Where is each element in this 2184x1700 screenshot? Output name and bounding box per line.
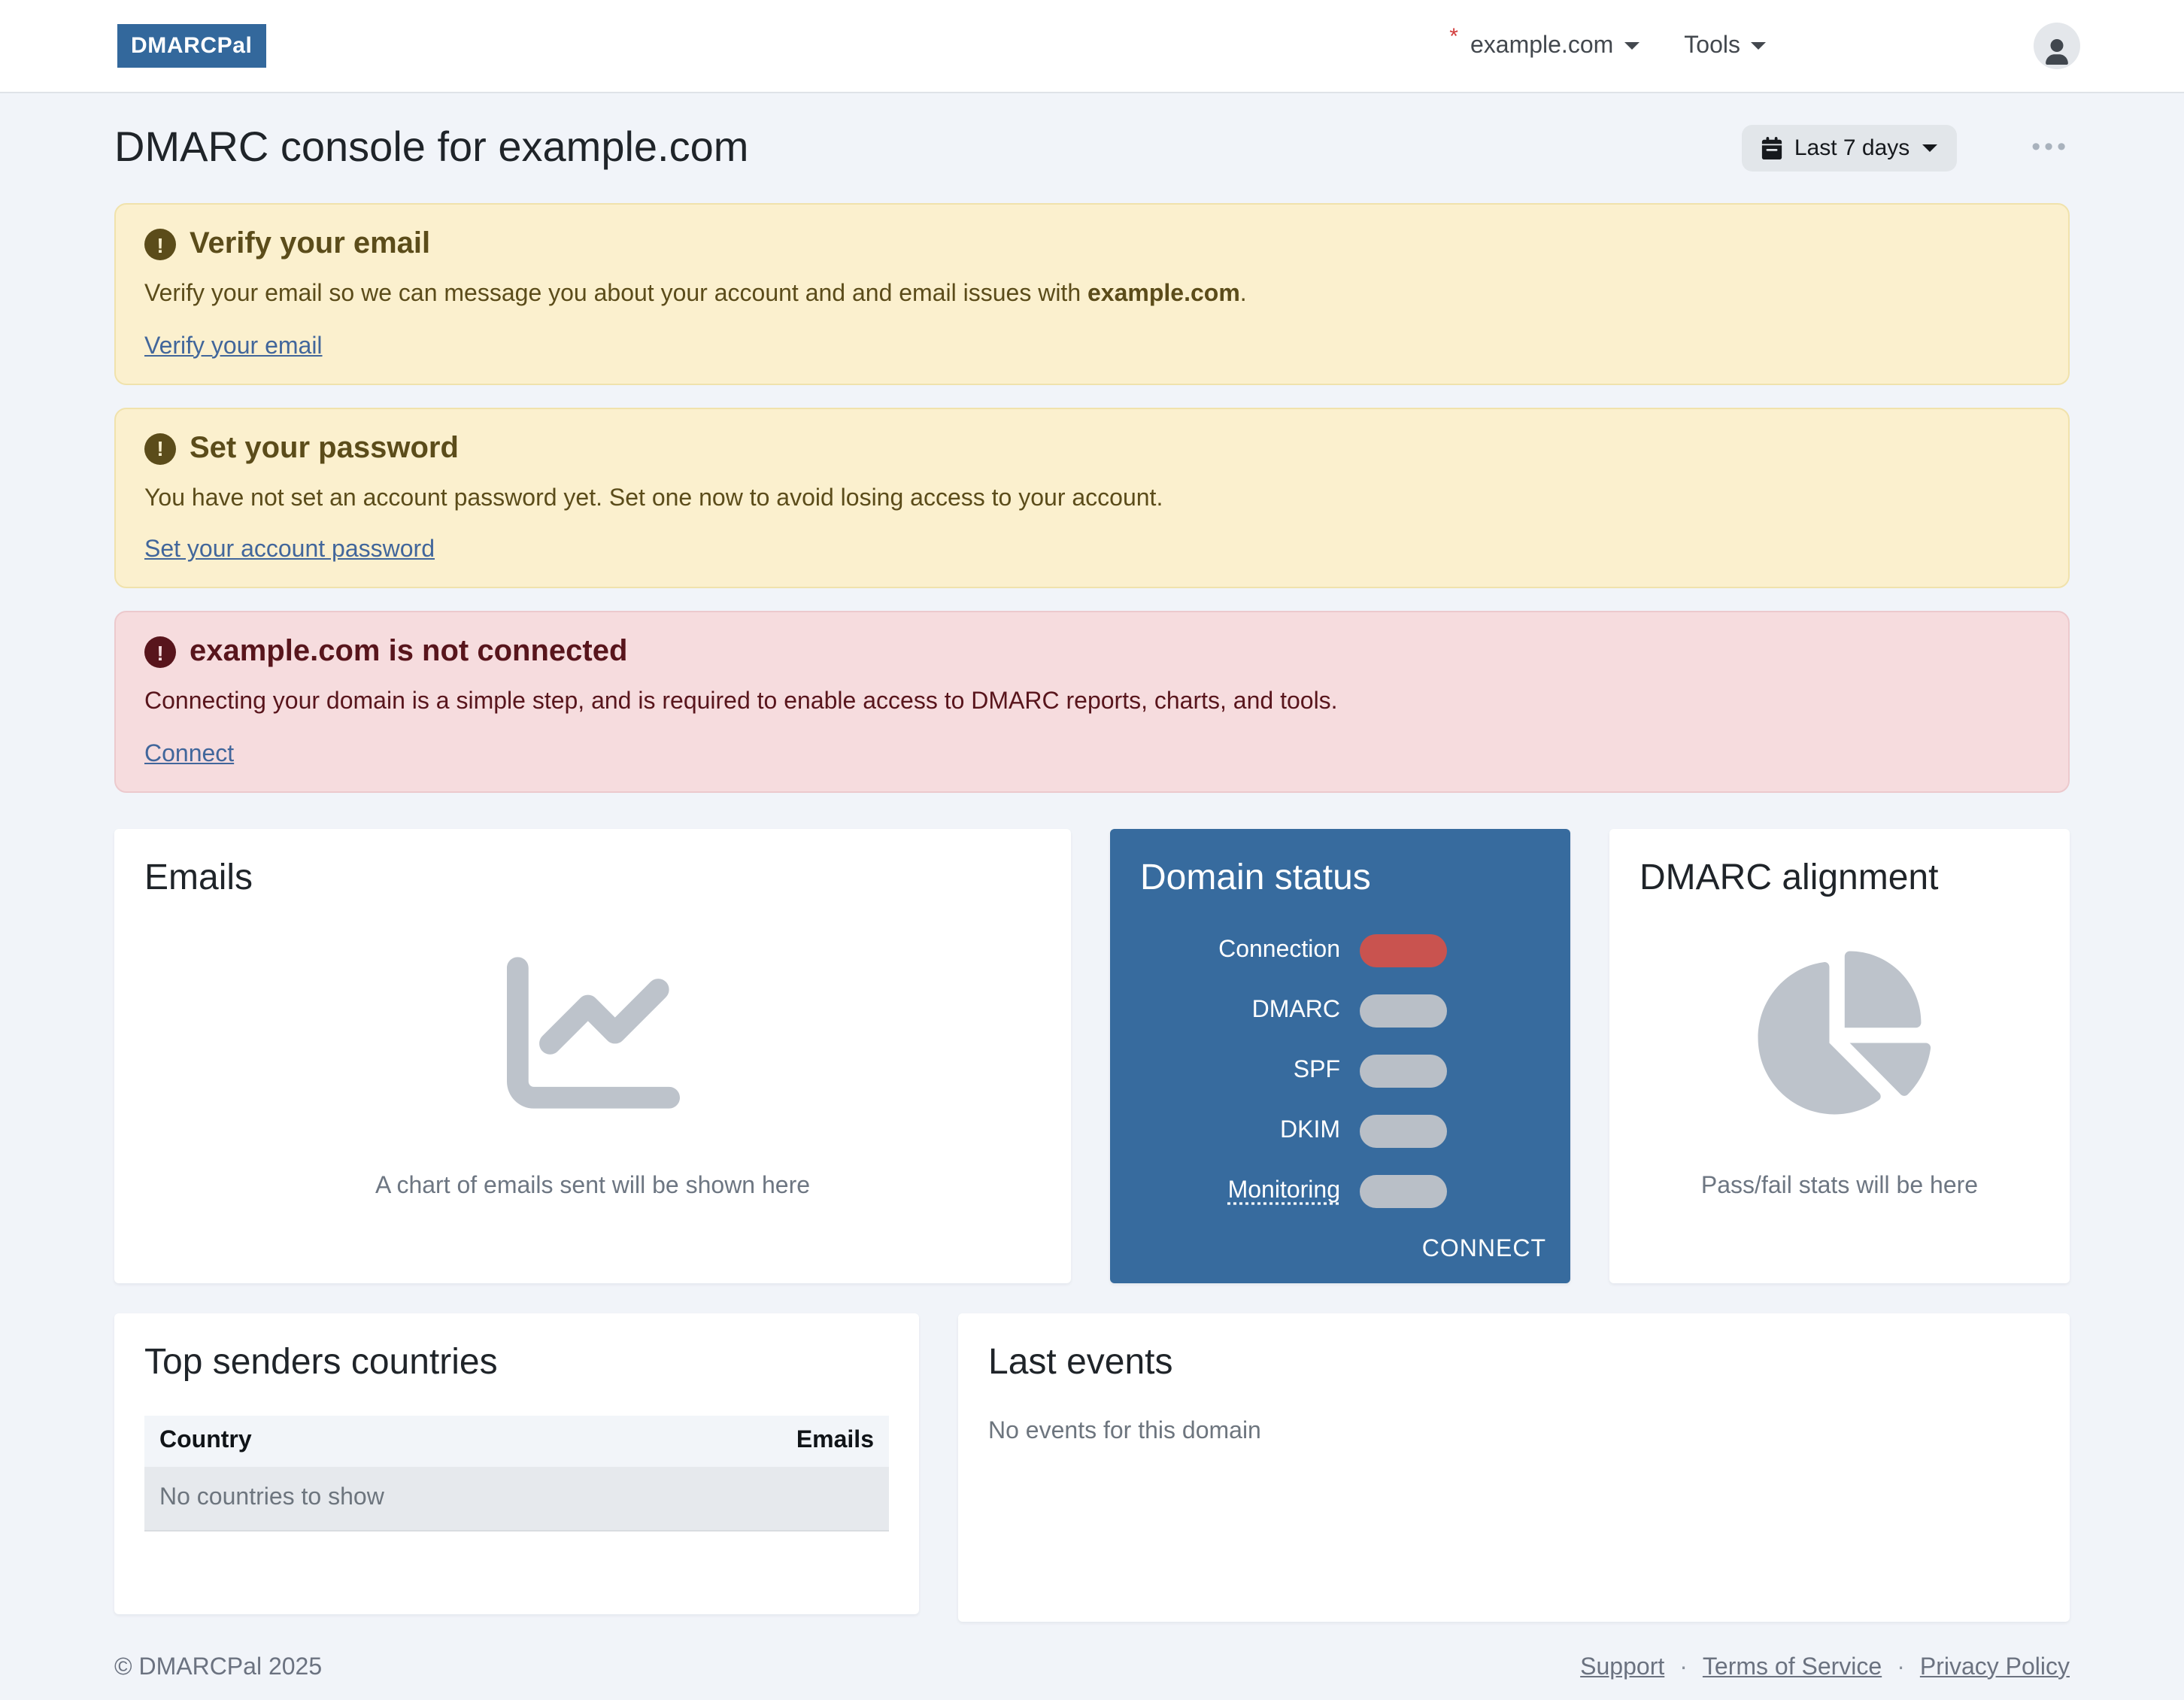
alert-set-password: ! Set your password You have not set an … — [114, 407, 2070, 589]
support-link[interactable]: Support — [1580, 1654, 1665, 1680]
emails-card: Emails A chart of emails sent will be sh… — [114, 828, 1071, 1283]
status-row-dkim: DKIM — [1140, 1114, 1540, 1148]
user-icon — [2046, 39, 2068, 65]
tools-dropdown[interactable]: Tools — [1684, 32, 1766, 59]
exclamation-circle-icon: ! — [144, 229, 176, 260]
chevron-down-icon — [1624, 42, 1640, 50]
top-senders-table: Country Emails No countries to show — [144, 1415, 889, 1532]
date-range-button[interactable]: Last 7 days — [1741, 124, 1957, 171]
status-pill-monitoring — [1360, 1174, 1447, 1208]
alert-body-period: . — [1239, 281, 1247, 307]
status-pill-connection — [1360, 933, 1447, 967]
domain-status-card: Domain status Connection DMARC SPF — [1110, 828, 1570, 1283]
alert-heading-domain: example.com — [190, 635, 381, 669]
tools-dropdown-label: Tools — [1684, 32, 1740, 58]
alert-body: Connecting your domain is a simple step,… — [144, 689, 1338, 715]
footer-separator: · — [1679, 1654, 1688, 1680]
chevron-down-icon — [1751, 42, 1766, 50]
privacy-link[interactable]: Privacy Policy — [1919, 1654, 2070, 1680]
alert-heading-text: Set your password — [190, 431, 459, 465]
top-navbar: DMARCPal * example.com Tools — [0, 0, 2184, 93]
nav-menus: * example.com Tools — [1449, 24, 1766, 59]
top-senders-card: Top senders countries Country Emails No … — [114, 1313, 919, 1614]
brand-logo[interactable]: DMARCPal — [117, 24, 266, 68]
domain-status-rows: Connection DMARC SPF DKIM — [1140, 933, 1540, 1235]
chevron-down-icon — [1922, 144, 1937, 151]
alert-not-connected: ! example.com is not connected Connectin… — [114, 611, 2070, 793]
last-events-title: Last events — [988, 1341, 1173, 1383]
status-row-dmarc: DMARC — [1140, 994, 1540, 1028]
last-events-card: Last events No events for this domain — [958, 1313, 2070, 1622]
monitoring-link[interactable]: Monitoring — [1227, 1177, 1340, 1204]
alert-heading: ! Verify your email — [144, 227, 2040, 262]
footer-links: Support · Terms of Service · Privacy Pol… — [1580, 1655, 2070, 1682]
connect-link[interactable]: Connect — [144, 741, 235, 767]
alert-body: You have not set an account password yet… — [144, 485, 1163, 512]
status-label: DKIM — [1280, 1117, 1340, 1143]
alignment-chart-placeholder: Pass/fail stats will be here — [1640, 900, 2040, 1255]
status-label: Connection — [1218, 937, 1340, 963]
domain-status-title: Domain status — [1140, 857, 1371, 898]
page-footer: © DMARCPal 2025 Support · Terms of Servi… — [114, 1655, 2070, 1700]
table-empty-text: No countries to show — [144, 1466, 889, 1532]
chart-pie-icon — [1758, 952, 1931, 1116]
page-header: DMARC console for example.com Last 7 day… — [114, 114, 2070, 181]
status-pill-dkim — [1360, 1114, 1447, 1148]
dmarc-alignment-card: DMARC alignment Pass/fail stats will be … — [1609, 828, 2070, 1283]
chart-line-icon — [506, 957, 679, 1110]
domain-dropdown[interactable]: * example.com — [1449, 24, 1640, 59]
terms-link[interactable]: Terms of Service — [1702, 1654, 1882, 1680]
column-header-country: Country — [144, 1415, 541, 1467]
connect-button[interactable]: CONNECT — [1421, 1236, 1546, 1262]
alert-heading: ! Set your password — [144, 431, 2040, 466]
exclamation-circle-icon: ! — [144, 636, 176, 669]
status-label: DMARC — [1251, 997, 1340, 1023]
alert-heading-text: Verify your email — [190, 227, 431, 260]
alignment-placeholder-caption: Pass/fail stats will be here — [1700, 1173, 1979, 1200]
calendar-icon — [1761, 136, 1782, 159]
alert-heading: ! example.com is not connected — [144, 635, 2040, 669]
footer-separator: · — [1897, 1654, 1905, 1680]
domain-alert-marker: * — [1449, 24, 1458, 50]
page-title: DMARC console for example.com — [114, 123, 748, 172]
date-range-label: Last 7 days — [1794, 135, 1910, 160]
alert-heading-text: example.com is not connected — [190, 635, 627, 669]
status-row-spf: SPF — [1140, 1054, 1540, 1088]
alert-body-text: Verify your email so we can message you … — [144, 281, 1087, 307]
copyright-text: © DMARCPal 2025 — [114, 1654, 323, 1680]
table-empty-row: No countries to show — [144, 1466, 889, 1532]
account-avatar[interactable] — [2034, 23, 2080, 69]
domain-dropdown-label: example.com — [1470, 32, 1614, 58]
emails-placeholder-caption: A chart of emails sent will be shown her… — [375, 1173, 811, 1200]
status-pill-dmarc — [1360, 994, 1447, 1028]
top-senders-title: Top senders countries — [144, 1341, 498, 1383]
status-row-monitoring: Monitoring — [1140, 1174, 1540, 1208]
emails-chart-placeholder: A chart of emails sent will be shown her… — [144, 900, 1041, 1255]
column-header-emails: Emails — [540, 1415, 889, 1467]
alert-heading-rest: is not connected — [380, 635, 628, 669]
table-header-row: Country Emails — [144, 1415, 889, 1467]
last-events-empty-text: No events for this domain — [988, 1418, 1261, 1444]
alert-body-domain: example.com — [1087, 281, 1240, 307]
exclamation-circle-icon: ! — [144, 433, 176, 465]
alert-verify-email: ! Verify your email Verify your email so… — [114, 203, 2070, 385]
dmarc-alignment-title: DMARC alignment — [1640, 857, 1939, 898]
page-title-domain: example.com — [498, 123, 749, 170]
status-pill-spf — [1360, 1054, 1447, 1088]
status-row-connection: Connection — [1140, 933, 1540, 967]
set-password-link[interactable]: Set your account password — [144, 537, 435, 563]
page-title-prefix: DMARC console for — [114, 123, 499, 170]
status-label: SPF — [1293, 1057, 1340, 1083]
more-options-menu[interactable]: ••• — [2031, 132, 2070, 161]
alert-body: Verify your email so we can message you … — [144, 278, 2040, 311]
verify-email-link[interactable]: Verify your email — [144, 333, 323, 360]
emails-card-title: Emails — [144, 857, 253, 898]
